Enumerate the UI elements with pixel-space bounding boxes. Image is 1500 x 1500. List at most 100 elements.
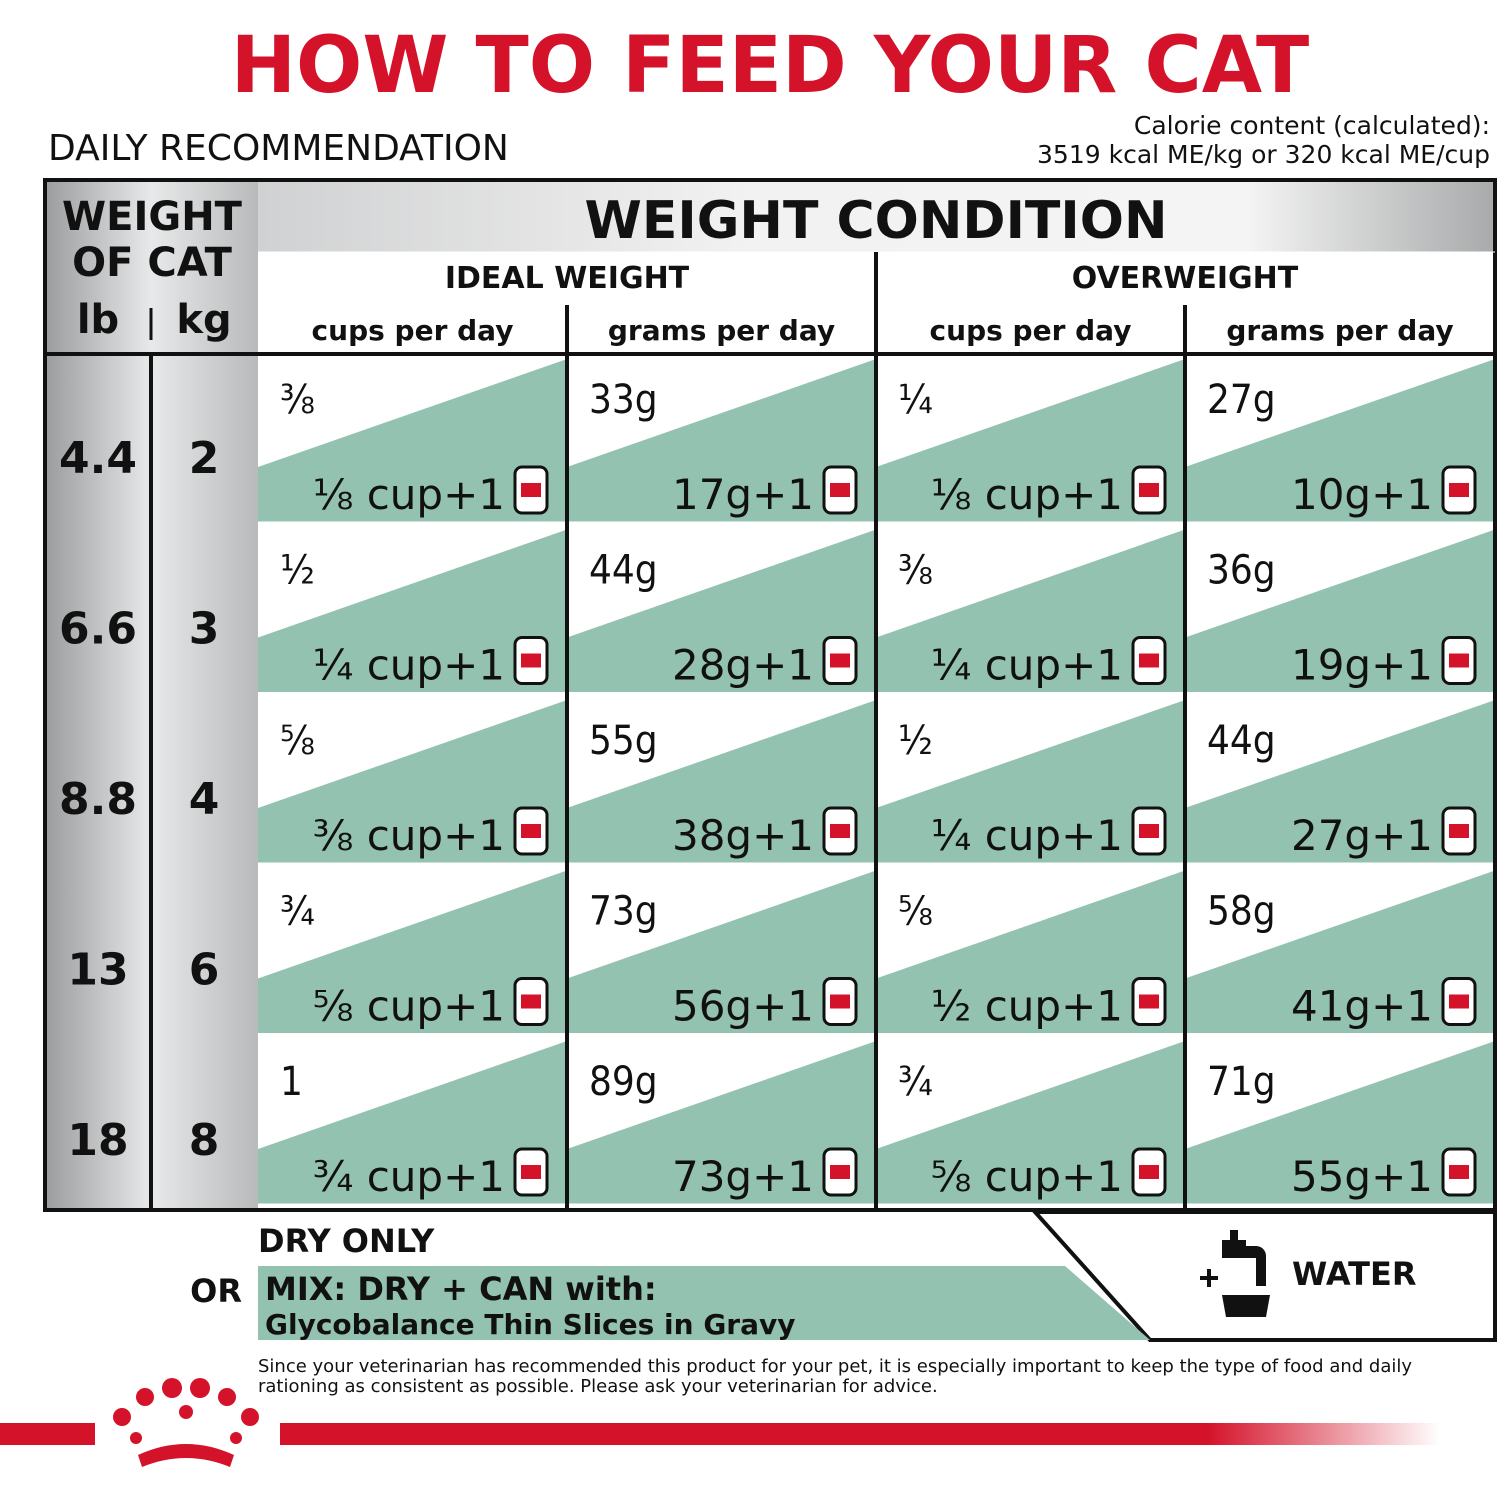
or: OR — [190, 1272, 242, 1310]
can-label — [830, 483, 850, 497]
condition-band — [258, 180, 1495, 252]
cell-shade — [1185, 529, 1495, 692]
cell-shade — [567, 700, 876, 863]
can-label — [1139, 1165, 1159, 1179]
cell-shade — [567, 359, 876, 522]
mix-amount: 56g+1 — [672, 982, 814, 1031]
mix-amount: ½ cup+1 — [931, 982, 1123, 1031]
mix-amount: 41g+1 — [1291, 982, 1433, 1031]
lb: 6.6 — [59, 604, 137, 655]
column-header: grams per day — [608, 314, 835, 347]
mix-amount: ⅜ cup+1 — [313, 811, 505, 860]
group-header: OVERWEIGHT — [1072, 261, 1299, 296]
can-label — [521, 653, 541, 668]
title: HOW TO FEED YOUR CAT — [231, 21, 1310, 111]
can-label — [1449, 1165, 1469, 1179]
cell-shade — [258, 870, 567, 1033]
water-icon — [1200, 1230, 1270, 1317]
mix-amount: ⅝ cup+1 — [313, 982, 505, 1031]
mix-amount: 10g+1 — [1291, 470, 1433, 519]
mix-amount: ⅝ cup+1 — [931, 1152, 1123, 1201]
kg: 6 — [189, 945, 220, 996]
can-label — [1139, 483, 1159, 497]
dry-only: DRY ONLY — [258, 1222, 435, 1260]
dry-amount: 73g — [589, 889, 658, 935]
mix-amount: ¾ cup+1 — [313, 1152, 505, 1201]
mix-amount: 17g+1 — [672, 470, 814, 519]
cell-shade — [1185, 700, 1495, 863]
dry-amount: 1 — [280, 1059, 303, 1105]
can-label — [1449, 994, 1469, 1009]
lb: 18 — [67, 1115, 128, 1166]
cell-shade — [258, 529, 567, 692]
column-header: grams per day — [1226, 314, 1453, 347]
dry-amount: ½ — [898, 718, 933, 764]
product: Glycobalance Thin Slices in Gravy — [265, 1308, 796, 1341]
dry-amount: 58g — [1207, 889, 1276, 935]
can-label — [521, 483, 541, 497]
cell-shade — [876, 529, 1185, 692]
group-header: IDEAL WEIGHT — [445, 261, 690, 296]
dry-amount: ¾ — [898, 1059, 933, 1105]
dry-amount: ⅜ — [898, 548, 933, 594]
kg: 3 — [189, 604, 220, 655]
calorie: Calorie content (calculated): — [1134, 111, 1490, 140]
kg: 8 — [189, 1115, 220, 1166]
subtitle: DAILY RECOMMENDATION — [48, 128, 509, 169]
cell-shade — [876, 870, 1185, 1033]
dry-amount: ⅝ — [898, 889, 933, 935]
dry-amount: 71g — [1207, 1059, 1276, 1105]
can-label — [1139, 653, 1159, 668]
mix-amount: ¼ cup+1 — [313, 641, 505, 690]
water: WATER — [1292, 1255, 1416, 1293]
red-bar — [0, 1423, 95, 1445]
can-label — [521, 1165, 541, 1179]
cell-shade — [876, 1041, 1185, 1204]
mix-amount: 28g+1 — [672, 641, 814, 690]
table-border — [43, 178, 1497, 1212]
condition-header: WEIGHT CONDITION — [585, 191, 1168, 251]
can-label — [830, 994, 850, 1009]
mix-amount: ⅛ cup+1 — [931, 470, 1123, 519]
can-label — [830, 824, 850, 838]
mix-amount: 55g+1 — [1291, 1152, 1433, 1201]
disclaimer: Since your veterinarian has recommended … — [258, 1356, 1412, 1377]
dry-amount: 33g — [589, 377, 658, 423]
mix-amount: 73g+1 — [672, 1152, 814, 1201]
can-label — [521, 824, 541, 838]
lb: 4.4 — [59, 433, 137, 484]
dry-amount: ⅜ — [280, 377, 315, 423]
lb-header: lb — [77, 297, 119, 343]
lb: 8.8 — [59, 774, 137, 825]
cell-shade — [1185, 359, 1495, 522]
dry-amount: 89g — [589, 1059, 658, 1105]
mix-amount: ⅛ cup+1 — [313, 470, 505, 519]
can-label — [1139, 994, 1159, 1009]
can-label — [1139, 824, 1159, 838]
can-label — [1449, 483, 1469, 497]
mix-amount: 38g+1 — [672, 811, 814, 860]
cell-shade — [1185, 870, 1495, 1033]
can-label — [1449, 653, 1469, 668]
mix-amount: ¼ cup+1 — [931, 641, 1123, 690]
cell-shade — [258, 1041, 567, 1204]
disclaimer: rationing as consistent as possible. Ple… — [258, 1376, 938, 1397]
mix-band — [258, 1266, 1150, 1340]
dry-amount: ⅝ — [280, 718, 315, 764]
column-header: cups per day — [312, 314, 514, 347]
can-label — [830, 1165, 850, 1179]
cell-shade — [1185, 1041, 1495, 1204]
mix-amount: 19g+1 — [1291, 641, 1433, 690]
kg: 4 — [189, 774, 220, 825]
can-label — [521, 994, 541, 1009]
dry-amount: ½ — [280, 548, 315, 594]
mix-amount: ¼ cup+1 — [931, 811, 1123, 860]
dry-amount: 55g — [589, 718, 658, 764]
lb: 13 — [67, 945, 128, 996]
dry-amount: 36g — [1207, 548, 1276, 594]
can-label — [830, 653, 850, 668]
cell-shade — [567, 529, 876, 692]
cell-shade — [567, 870, 876, 1033]
dry-amount: 27g — [1207, 377, 1276, 423]
